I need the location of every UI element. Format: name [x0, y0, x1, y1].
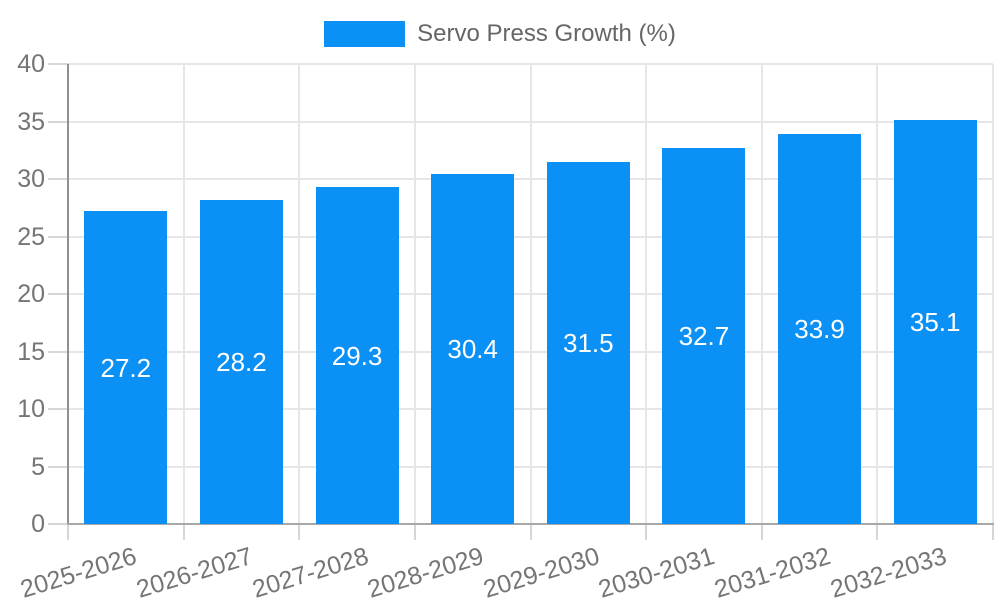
gridline-x — [182, 64, 185, 524]
bar-value-label: 29.3 — [331, 340, 383, 371]
x-axis-tick — [67, 524, 69, 540]
bar — [431, 174, 515, 524]
x-axis-tick — [413, 524, 416, 540]
gridline-x — [298, 64, 301, 524]
y-axis-tick — [48, 293, 68, 295]
bar — [662, 147, 746, 524]
gridline-x — [529, 64, 532, 524]
y-tick-label: 25 — [17, 222, 45, 251]
y-tick-label: 35 — [17, 107, 45, 136]
y-axis-tick — [48, 63, 68, 65]
bar — [84, 211, 168, 524]
x-tick-label: 2026-2027 — [133, 542, 256, 600]
gridline-x — [760, 64, 763, 524]
gridline-x — [992, 64, 994, 524]
y-tick-label: 40 — [17, 50, 45, 78]
bar-value-label: 28.2 — [216, 346, 267, 377]
y-tick-label: 15 — [17, 337, 45, 366]
x-axis-tick — [876, 524, 879, 540]
bar — [315, 187, 399, 524]
y-axis-tick — [48, 408, 68, 410]
y-axis-tick — [48, 465, 68, 468]
x-axis-tick — [529, 524, 532, 540]
bar-value-label: 33.9 — [794, 314, 845, 345]
legend-swatch — [324, 21, 406, 47]
bar — [893, 120, 977, 524]
bar-value-label: 30.4 — [447, 334, 498, 365]
x-axis-tick — [760, 524, 763, 540]
bar-value-label: 27.2 — [100, 352, 152, 383]
y-tick-label: 0 — [31, 510, 45, 538]
x-tick-label: 2029-2030 — [479, 542, 603, 600]
gridline-x — [645, 64, 648, 524]
bar-value-label: 32.7 — [678, 320, 730, 351]
x-axis-tick — [645, 524, 648, 540]
y-tick-label: 30 — [17, 165, 45, 193]
y-tick-label: 20 — [17, 280, 45, 308]
bar — [199, 199, 283, 524]
gridline-x — [876, 64, 879, 524]
legend-label: Servo Press Growth (%) — [417, 20, 676, 47]
x-axis-tick — [298, 524, 301, 540]
y-axis-tick — [48, 350, 68, 353]
bar — [546, 161, 630, 524]
y-axis-tick — [48, 120, 68, 123]
y-axis-tick — [48, 235, 68, 238]
x-tick-label: 2030-2031 — [595, 542, 719, 600]
x-tick-label: 2031-2032 — [711, 542, 834, 600]
y-axis-tick — [48, 178, 68, 180]
x-axis-line — [67, 523, 994, 525]
bar — [778, 134, 862, 524]
y-axis-tick — [48, 523, 68, 525]
x-axis-tick — [182, 524, 185, 540]
y-tick-label: 10 — [17, 395, 45, 423]
bar-value-label: 35.1 — [909, 307, 961, 338]
x-tick-label: 2025-2026 — [17, 542, 140, 600]
x-tick-label: 2032-2033 — [826, 542, 950, 600]
gridline-x — [413, 64, 416, 524]
x-tick-label: 2028-2029 — [364, 542, 487, 600]
bar-value-label: 31.5 — [563, 327, 614, 358]
x-axis-tick — [992, 524, 994, 540]
y-axis-line — [67, 64, 69, 524]
x-tick-label: 2027-2028 — [248, 542, 372, 600]
legend[interactable]: Servo Press Growth (%) — [0, 21, 1000, 47]
y-tick-label: 5 — [31, 452, 45, 481]
